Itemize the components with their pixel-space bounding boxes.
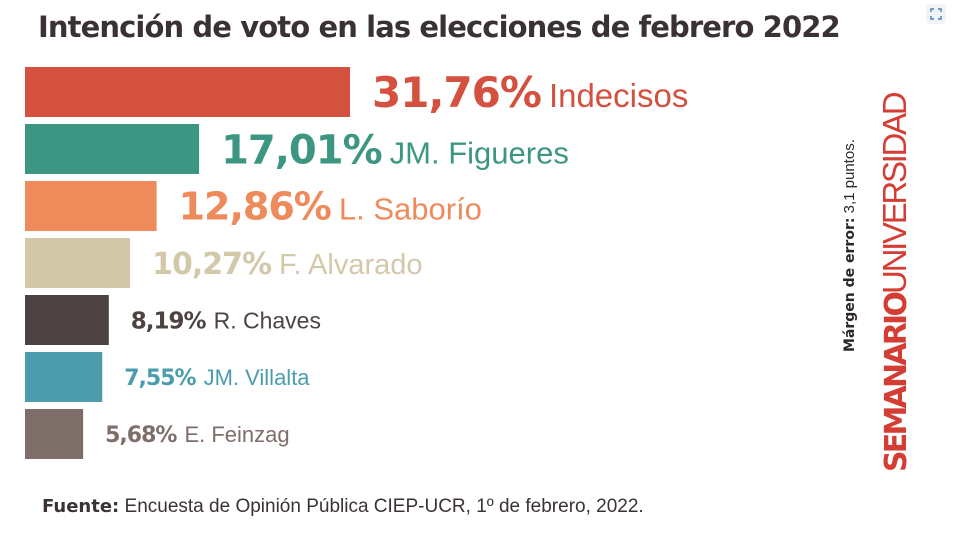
bar-label-3: 10,27% F. Alvarado: [152, 247, 422, 282]
bar-0: [25, 67, 350, 117]
source-note: Fuente: Encuesta de Opinión Pública CIEP…: [42, 496, 644, 518]
bar-label-0: 31,76% Indecisos: [372, 68, 688, 117]
source-label: Fuente:: [42, 496, 120, 517]
bar-2: [25, 181, 157, 231]
chart-title: Intención de voto en las elecciones de f…: [38, 10, 841, 44]
margin-of-error-value: 3,1 puntos.: [841, 139, 858, 218]
bar-category-label-5: JM. Villalta: [204, 365, 311, 390]
bar-value-label-3: 10,27%: [152, 247, 272, 282]
bar-1: [25, 124, 200, 174]
expand-glyph: [930, 8, 942, 20]
bar-label-6: 5,68% E. Feinzag: [105, 422, 289, 448]
bar-value-label-4: 8,19%: [131, 308, 207, 334]
bar-category-label-0: Indecisos: [549, 77, 688, 114]
logo-bold-text: SEMANARIO: [879, 293, 914, 472]
bar-label-4: 8,19% R. Chaves: [131, 307, 321, 334]
bar-label-2: 12,86% L. Saborío: [179, 185, 482, 229]
logo-light-text: UNIVERSIDAD: [876, 93, 913, 294]
bar-category-label-6: E. Feinzag: [184, 422, 289, 447]
bar-value-label-6: 5,68%: [105, 423, 177, 448]
bar-value-label-5: 7,55%: [124, 366, 196, 391]
expand-icon[interactable]: [926, 4, 946, 24]
bar-4: [25, 295, 109, 345]
bar-category-label-3: F. Alvarado: [279, 249, 422, 281]
margin-of-error-label: Márgen de error:: [842, 217, 858, 352]
bar-3: [25, 238, 131, 288]
bar-category-label-1: JM. Figueres: [390, 135, 569, 170]
bar-category-label-2: L. Saborío: [339, 192, 482, 227]
bar-6: [25, 409, 84, 459]
bar-label-5: 7,55% JM. Villalta: [124, 365, 310, 391]
bar-label-1: 17,01% JM. Figueres: [221, 127, 569, 173]
semanario-universidad-logo: SEMANARIOUNIVERSIDAD: [876, 93, 914, 472]
bar-5: [25, 352, 103, 402]
bar-category-label-4: R. Chaves: [214, 307, 321, 333]
source-text: Encuesta de Opinión Pública CIEP-UCR, 1º…: [119, 496, 644, 517]
margin-of-error-note: Márgen de error: 3,1 puntos.: [841, 139, 858, 352]
bar-value-label-2: 12,86%: [179, 185, 331, 229]
bar-value-label-1: 17,01%: [221, 127, 382, 173]
bar-value-label-0: 31,76%: [372, 68, 541, 117]
